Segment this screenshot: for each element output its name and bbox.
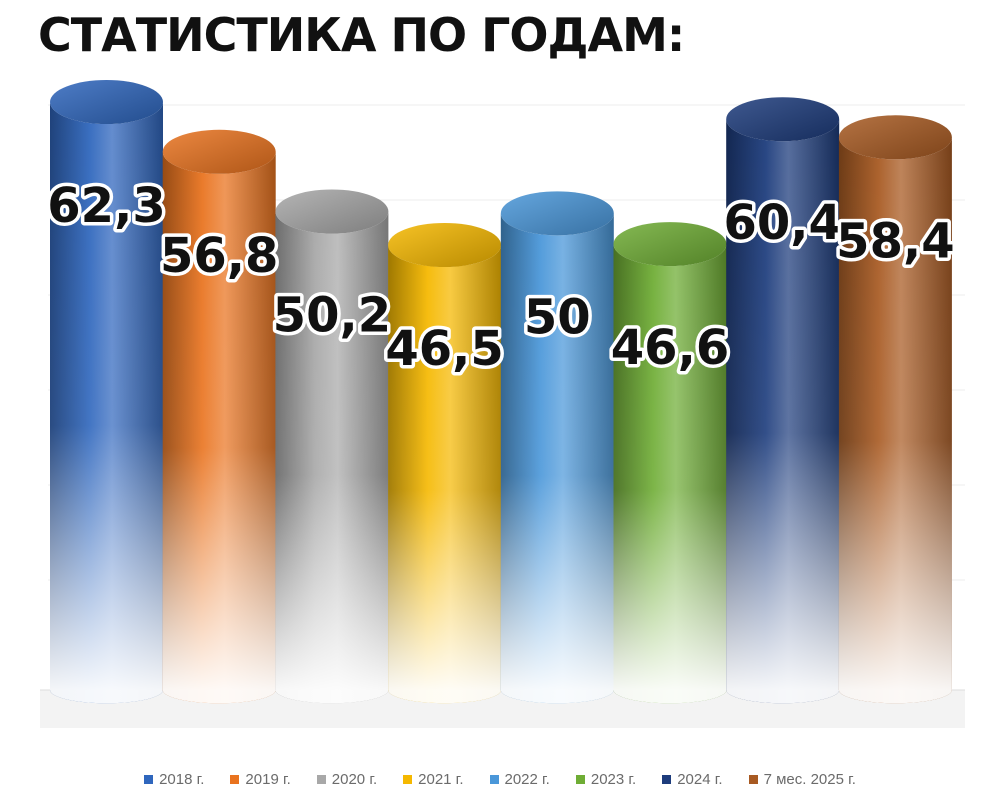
legend-item: 2022 г. <box>489 764 550 794</box>
bar-fade <box>162 151 276 704</box>
legend-label: 2020 г. <box>331 770 378 788</box>
legend-swatch <box>662 774 672 784</box>
legend-label: 2022 г. <box>504 770 550 788</box>
data-label-3: 50,2 <box>273 288 391 344</box>
legend-swatch <box>316 774 326 784</box>
legend-item: 7 мес. 2025 г. <box>748 764 856 794</box>
bar-fade <box>50 102 163 704</box>
bar-2 <box>162 129 276 704</box>
bar-4 <box>388 223 502 704</box>
legend-swatch <box>748 774 758 784</box>
cylinder-bar-chart: 62,356,850,246,5 50 46,6 60,458,4 <box>40 80 965 728</box>
data-label-8: 58,4 <box>836 213 954 269</box>
bar-8 <box>838 115 952 704</box>
bar-3 <box>275 189 389 704</box>
bar-top <box>388 223 502 267</box>
data-labels: 62,356,850,246,5 50 46,6 60,458,4 <box>44 175 958 381</box>
legend-label: 7 мес. 2025 г. <box>763 770 856 788</box>
bar-7 <box>726 97 840 704</box>
chart-title: СТАТИСТИКА ПО ГОДАМ: <box>38 8 685 62</box>
legend-item: 2020 г. <box>316 764 378 794</box>
bar-1 <box>50 80 163 704</box>
bar-top <box>726 97 840 142</box>
legend-swatch <box>144 774 154 784</box>
bar-5 <box>500 191 614 704</box>
legend-label: 2021 г. <box>418 770 464 788</box>
bar-6 <box>613 222 727 704</box>
bars <box>50 80 952 704</box>
legend-item: 2023 г. <box>575 764 637 794</box>
legend-swatch <box>575 774 585 784</box>
bar-top <box>162 129 276 174</box>
legend-item: 2021 г. <box>403 764 464 794</box>
bar-top <box>613 222 727 267</box>
legend-item: 2018 г. <box>144 764 204 794</box>
legend-item: 2019 г. <box>230 764 291 794</box>
legend-label: 2024 г. <box>677 770 723 788</box>
data-label-6: 46,6 <box>611 320 729 376</box>
data-label-5: 50 <box>524 289 591 345</box>
legend-label: 2019 г. <box>245 770 291 788</box>
bar-top <box>500 191 614 236</box>
legend-swatch <box>489 774 499 784</box>
bar-fade <box>613 244 727 704</box>
bar-top <box>838 115 952 160</box>
legend-swatch <box>230 774 240 784</box>
legend-item: 2024 г. <box>662 764 723 794</box>
bar-fade <box>838 137 952 704</box>
bar-fade <box>726 119 840 704</box>
bar-fade <box>500 213 614 704</box>
legend: 2018 г. 2019 г. 2020 г. 2021 г. 2022 г. 2023 … <box>0 764 1000 794</box>
bar-fade <box>388 245 502 704</box>
data-label-7: 60,4 <box>723 195 841 251</box>
legend-swatch <box>403 774 413 784</box>
bar-fade <box>275 211 389 704</box>
legend-label: 2023 г. <box>590 770 637 788</box>
bar-top <box>275 189 389 234</box>
data-label-4: 46,5 <box>385 321 503 377</box>
data-label-2: 56,8 <box>160 228 278 284</box>
data-label-1: 62,3 <box>47 178 165 234</box>
bar-top <box>50 80 163 124</box>
legend-label: 2018 г. <box>159 770 205 788</box>
